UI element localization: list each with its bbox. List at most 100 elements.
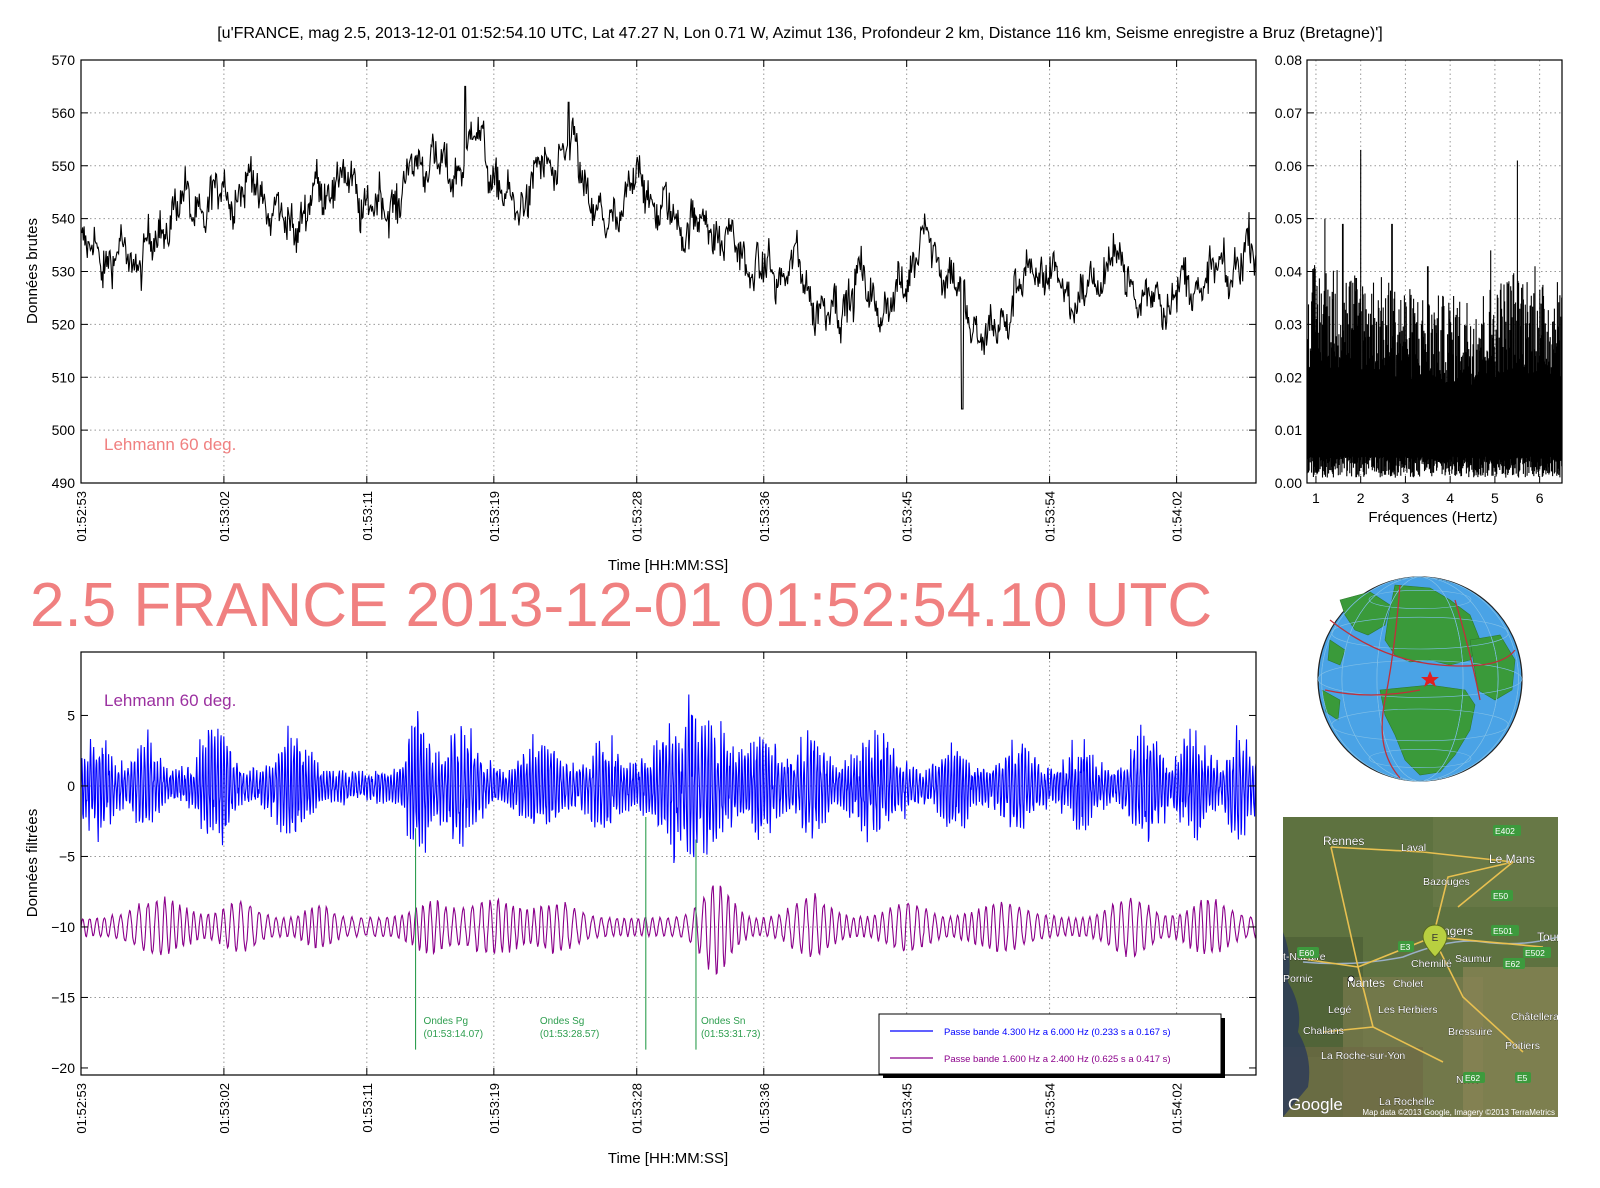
globe-graticule bbox=[1321, 576, 1519, 782]
raw-y-axis-label: Données brutes bbox=[24, 218, 41, 324]
spectrum-y-tick-label: 0.02 bbox=[1275, 369, 1302, 385]
wave-marker-time: (01:53:14.07) bbox=[424, 1029, 484, 1040]
filtered-x-tick-label: 01:54:02 bbox=[1170, 1083, 1185, 1134]
raw-x-tick-label: 01:53:54 bbox=[1043, 491, 1058, 542]
legend-label-low-band: Passe bande 1.600 Hz a 2.400 Hz (0.625 s… bbox=[944, 1054, 1171, 1065]
spectrum-bars bbox=[1306, 149, 1563, 478]
big-event-title: 2.5 FRANCE 2013-12-01 01:52:54.10 UTC bbox=[30, 571, 1212, 640]
wave-marker-label: Ondes Sg bbox=[540, 1016, 584, 1027]
map-road bbox=[1457, 861, 1514, 908]
map-city-dot bbox=[1347, 975, 1355, 983]
map-road-shield bbox=[1523, 947, 1551, 958]
wave-marker-label: Ondes Pg bbox=[424, 1016, 468, 1027]
raw-y-tick-label: 490 bbox=[52, 475, 76, 491]
map-city-label: Châtellerault bbox=[1511, 1011, 1558, 1023]
map-road-shield bbox=[1491, 925, 1519, 936]
map-road-shield bbox=[1398, 941, 1414, 952]
legend-label-high-band: Passe bande 4.300 Hz a 6.000 Hz (0.233 s… bbox=[944, 1027, 1171, 1038]
map-city-label: Legé bbox=[1328, 1004, 1352, 1016]
filtered-y-tick-label: −5 bbox=[59, 848, 75, 864]
raw-y-ticks: 490 500 510 520 530 540 550 560 570 bbox=[52, 52, 1256, 491]
map-road-shield bbox=[1493, 825, 1521, 836]
map-city-label: La Rochelle bbox=[1379, 1096, 1435, 1108]
map-road-shield bbox=[1297, 947, 1319, 958]
map-ocean bbox=[1283, 932, 1310, 1117]
map-road-label: E402 bbox=[1495, 826, 1515, 836]
map-city-label: La Roche-sur-Yon bbox=[1321, 1050, 1405, 1062]
raw-trace bbox=[80, 85, 1257, 410]
globe-plate-boundary bbox=[1324, 689, 1421, 696]
map-road-shield bbox=[1491, 890, 1513, 901]
raw-grid bbox=[81, 60, 1256, 483]
epicenter-star-icon bbox=[1421, 671, 1439, 687]
map-road bbox=[1432, 861, 1514, 938]
raw-x-tick-label: 01:53:36 bbox=[757, 491, 772, 542]
map-road-shield bbox=[1515, 1072, 1531, 1083]
map-city-label: Bressuire bbox=[1448, 1026, 1493, 1038]
filtered-x-tick-label: 01:53:11 bbox=[360, 1083, 375, 1133]
spectrum-x-axis-label: Fréquences (Hertz) bbox=[1368, 509, 1497, 526]
map-location-pin-icon bbox=[1422, 924, 1448, 958]
map-road-label: E62 bbox=[1505, 959, 1520, 969]
raw-x-tick-label: 01:53:19 bbox=[487, 491, 502, 542]
map-city-label: Rennes bbox=[1323, 834, 1364, 848]
map-pin-letter: E bbox=[1432, 933, 1439, 944]
filtered-y-tick-label: 0 bbox=[67, 778, 75, 794]
spectrum-y-tick-label: 0.05 bbox=[1275, 211, 1302, 227]
raw-y-tick-label: 560 bbox=[52, 105, 76, 121]
filtered-x-tick-label: 01:53:28 bbox=[630, 1083, 645, 1134]
wave-marker-time: (01:53:31.73) bbox=[701, 1029, 761, 1040]
map-city-label: Challans bbox=[1303, 1025, 1344, 1037]
globe-continent bbox=[1379, 684, 1476, 776]
google-logo: Google bbox=[1288, 1095, 1343, 1114]
legend-box bbox=[878, 1013, 1222, 1075]
raw-y-tick-label: 500 bbox=[52, 422, 76, 438]
globe-continent bbox=[1339, 591, 1391, 636]
map-city-label: Bazouges bbox=[1423, 876, 1470, 888]
spectrum-x-tick-label: 5 bbox=[1491, 490, 1499, 506]
map-terrain bbox=[1463, 967, 1558, 1117]
map-city-label: Les Herbiers bbox=[1378, 1004, 1438, 1016]
spectrum-x-ticks: 1 2 3 4 5 6 bbox=[1312, 476, 1544, 506]
map-road-label: E502 bbox=[1525, 948, 1545, 958]
filtered-y-tick-label: −15 bbox=[51, 989, 75, 1005]
filtered-x-tick-label: 01:53:19 bbox=[487, 1083, 502, 1134]
map-city-label: Laval bbox=[1401, 842, 1426, 854]
filtered-x-tick-label: 01:52:53 bbox=[74, 1083, 89, 1134]
raw-x-tick-label: 01:53:45 bbox=[900, 491, 915, 542]
raw-x-tick-label: 01:52:53 bbox=[74, 491, 89, 542]
raw-x-tick-label: 01:53:28 bbox=[630, 491, 645, 542]
filtered-y-ticks: −20 −15 −10 −5 0 5 bbox=[51, 707, 1256, 1076]
globe-graticule bbox=[1331, 708, 1509, 742]
map-city-label: Saumur bbox=[1455, 953, 1492, 965]
map-road bbox=[1330, 846, 1514, 863]
spectrum-y-tick-label: 0.08 bbox=[1275, 52, 1302, 68]
raw-y-tick-label: 520 bbox=[52, 316, 76, 332]
map-road-shield bbox=[1463, 1072, 1485, 1083]
globe-continent bbox=[1327, 639, 1346, 666]
map-road-label: E501 bbox=[1493, 926, 1513, 936]
map-city-label: Cholet bbox=[1393, 978, 1423, 990]
globe-graticule bbox=[1331, 616, 1509, 650]
filtered-x-tick-label: 01:53:02 bbox=[217, 1083, 232, 1134]
globe-plate-boundary bbox=[1329, 619, 1516, 667]
map-city-label: Le Mans bbox=[1489, 852, 1535, 866]
filtered-y-axis-label: Données filtrées bbox=[24, 809, 41, 917]
filtered-x-tick-label: 01:53:36 bbox=[757, 1083, 772, 1134]
globe-map bbox=[1317, 576, 1523, 782]
map-road-label: E5 bbox=[1517, 1073, 1528, 1083]
filtered-x-tick-label: 01:53:45 bbox=[900, 1083, 915, 1134]
map-road-label: E62 bbox=[1465, 1073, 1480, 1083]
spectrum-y-tick-label: 0.00 bbox=[1275, 475, 1302, 491]
wave-marker-label: Ondes Sn bbox=[701, 1016, 745, 1027]
spectrum-panel: 0.00 0.01 0.02 0.03 0.04 0.05 0.06 0.07 0.08 1 2 3… bbox=[1275, 52, 1563, 526]
raw-x-axis-label: Time [HH:MM:SS] bbox=[608, 557, 728, 574]
high-band-trace bbox=[80, 694, 1257, 864]
filtered-traces bbox=[80, 694, 1257, 976]
raw-x-tick-label: 01:54:02 bbox=[1170, 491, 1185, 542]
raw-station-label: Lehmann 60 deg. bbox=[104, 435, 236, 454]
spectrum-x-tick-label: 1 bbox=[1312, 490, 1320, 506]
globe-plate-boundary bbox=[1454, 599, 1481, 701]
